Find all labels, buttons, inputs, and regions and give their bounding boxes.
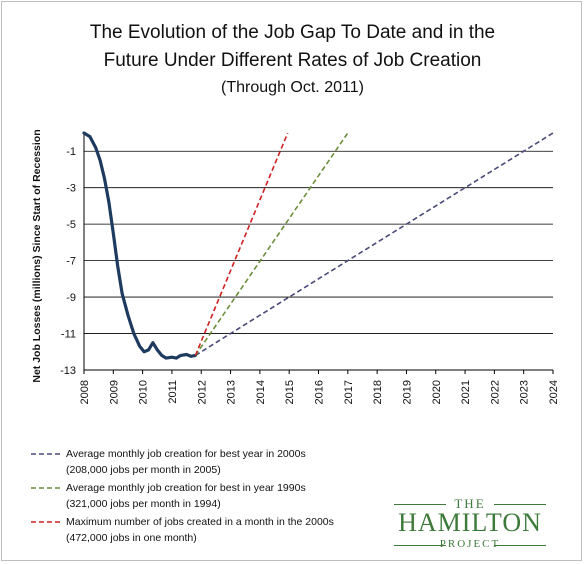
legend-swatch (31, 521, 61, 523)
x-tick-label: 2016 (314, 380, 326, 404)
logo-the: THE (454, 496, 486, 511)
x-tick-labels: 2008 2009 2010 2011 2012 2013 2014 2015 2016 2017… (79, 380, 560, 404)
x-tick-label: 2019 (401, 380, 413, 404)
chart-title-line-2: Future Under Different Rates of Job Crea… (103, 50, 482, 71)
legend-label: Average monthly job creation for best in… (66, 482, 306, 494)
legend-label: Average monthly job creation for best ye… (66, 448, 306, 460)
series-line-max_2000s (194, 132, 289, 356)
y-tick-label: -3 (66, 183, 76, 195)
y-tick-label: -1 (66, 146, 76, 158)
plot-area: -1 -3 -5 -7 -9 -11 -13 2008 2009 2010 2011 2012 201… (60, 131, 560, 404)
y-tick-label: -13 (60, 365, 76, 377)
x-tick-label: 2021 (460, 380, 472, 404)
y-tick-label: -11 (61, 329, 76, 341)
axes (83, 133, 554, 374)
x-tick-label: 2023 (519, 380, 531, 404)
series-lines (82, 131, 554, 360)
legend-item-max_2000s: Maximum number of jobs created in a mont… (30, 514, 334, 546)
x-tick-label: 2014 (255, 380, 267, 404)
gridlines (84, 150, 553, 371)
chart-title: The Evolution of the Job Gap To Date and… (89, 22, 496, 43)
hamilton-project-logo: THE HAMILTON PROJECT (370, 496, 570, 552)
x-tick-label: 2010 (138, 380, 150, 404)
x-tick-label: 2009 (108, 380, 120, 404)
y-tick-label: -7 (66, 256, 76, 268)
legend-swatch (31, 487, 61, 489)
x-tick-label: 2017 (343, 380, 355, 404)
legend-swatch (31, 453, 61, 455)
y-tick-label: -5 (66, 219, 76, 231)
legend-sublabel: (472,000 jobs in one month) (66, 532, 197, 544)
x-tick-label: 2022 (489, 380, 501, 404)
x-tick-label: 2020 (431, 380, 443, 404)
x-tick-label: 2012 (196, 380, 208, 404)
legend-sublabel: (321,000 jobs per month in 1994) (66, 498, 221, 510)
chart-subtitle: (Through Oct. 2011) (221, 79, 364, 96)
x-tick-label: 2013 (226, 380, 238, 404)
x-tick-label: 2011 (167, 380, 179, 404)
logo-name: HAMILTON (398, 508, 542, 537)
legend-label: Maximum number of jobs created in a mont… (66, 516, 334, 528)
x-tick-label: 2015 (284, 380, 296, 404)
legend-item-best_2000s: Average monthly job creation for best ye… (30, 446, 306, 478)
series-line-actual (82, 131, 197, 360)
series-line-best_2000s (194, 132, 554, 357)
logo-project: PROJECT (439, 538, 501, 550)
series-line-best_1990s (194, 132, 349, 356)
legend-item-best_1990s: Average monthly job creation for best in… (30, 480, 306, 512)
legend-sublabel: (208,000 jobs per month in 2005) (66, 464, 221, 476)
x-tick-label: 2008 (79, 380, 91, 404)
x-tick-label: 2018 (372, 380, 384, 404)
y-tick-labels: -1 -3 -5 -7 -9 -11 -13 (60, 146, 76, 377)
y-tick-label: -9 (66, 292, 76, 304)
x-tick-label: 2024 (548, 380, 560, 404)
